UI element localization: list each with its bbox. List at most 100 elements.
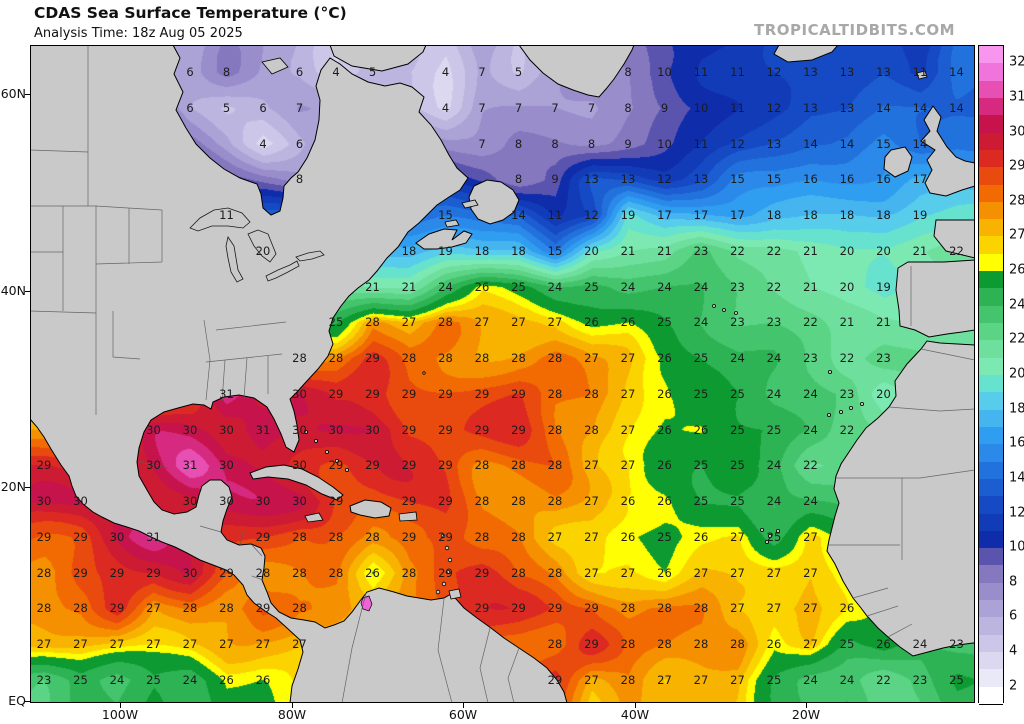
sst-value-label: 28 [547,458,563,473]
sst-value-label: 25 [693,458,709,473]
africa-land [826,340,975,657]
sst-value-label: 8 [514,172,523,187]
anticosti-island [461,199,479,209]
sst-value-label: 28 [474,529,490,544]
sst-value-label: 26 [693,529,709,544]
colorbar-tick-label: 22 [1009,331,1024,347]
sst-value-label: 18 [803,208,818,222]
sst-value-label: 7 [478,136,486,151]
sst-value-label: 11 [693,136,709,151]
sst-value-label: 27 [803,637,818,651]
sst-value-label: 21 [912,243,928,258]
sst-value-label: 29 [438,494,453,508]
sst-value-label: 23 [36,672,52,687]
sst-value-label: 29 [401,494,417,508]
sst-value-label: 29 [36,529,52,544]
lat-tick-label: 20N [0,479,26,494]
colorbar-tick-label: 32 [1009,54,1024,70]
sst-value-label: 29 [255,529,271,544]
colorbar-tick-label: 16 [1009,435,1024,451]
sst-value-label: 29 [584,637,599,651]
sst-value-label: 28 [584,386,599,401]
sst-value-label: 14 [912,136,928,151]
lat-tick-label: 60N [0,86,26,101]
sst-value-label: 8 [514,136,523,151]
sst-value-label: 31 [146,529,161,544]
lon-tick [292,703,293,708]
sst-value-label: 22 [839,351,855,365]
sst-value-label: 15 [730,172,745,187]
lon-tick-label: 60W [448,707,478,722]
sst-value-label: 27 [657,672,672,687]
sst-value-label: 17 [693,208,709,222]
sst-value-label: 26 [620,529,636,544]
sst-value-label: 23 [693,243,709,258]
france [933,219,975,259]
sst-value-label: 27 [547,529,563,544]
sst-value-label: 30 [73,494,88,508]
sst-value-label: 13 [803,100,818,115]
sst-value-label: 26 [474,279,490,294]
sst-value-label: 15 [766,172,782,187]
sst-value-label: 28 [693,637,709,651]
sst-value-label: 27 [766,565,782,580]
sst-value-label: 20 [839,279,855,294]
colorbar-cell [979,392,1003,411]
sst-value-label: 9 [660,100,669,115]
colorbar-tick-label: 18 [1009,401,1024,417]
sst-value-label: 4 [332,65,340,79]
sst-value-label: 5 [368,65,377,79]
sst-value-label: 30 [182,565,198,580]
sst-value-label: 27 [584,672,599,687]
colorbar-tick-label: 4 [1009,643,1018,659]
sst-value-label: 30 [146,458,161,473]
sst-value-label: 28 [36,601,52,616]
colorbar-cell [979,253,1003,273]
sst-value-label: 30 [328,422,344,437]
colorbar-tick-label: 6 [1009,608,1018,624]
watermark: TROPICALTIDBITS.COM [754,21,955,39]
lake-maracaibo [360,595,373,612]
sst-value-label: 30 [109,529,125,544]
sst-value-label: 28 [365,315,380,330]
sst-value-label: 30 [365,422,380,437]
colorbar-cell [979,686,1003,705]
sst-value-label: 29 [438,386,453,401]
colorbar-cell [979,548,1003,567]
sst-value-label: 29 [36,458,52,473]
sst-value-label: 22 [766,243,782,258]
sst-value-label: 7 [295,100,304,115]
sst-value-label: 29 [438,458,453,473]
sst-value-label: 27 [73,637,88,651]
sst-value-label: 20 [839,243,855,258]
nova-scotia [415,228,473,250]
page-title: CDAS Sea Surface Temperature (°C) [34,4,347,22]
sst-value-label: 28 [547,565,563,580]
sst-value-label: 24 [766,458,782,473]
sst-value-label: 28 [474,458,490,473]
sst-value-label: 22 [803,458,818,473]
sst-value-label: 29 [584,601,599,616]
colorbar-cell [979,357,1003,376]
sst-value-label: 28 [620,672,636,687]
sst-value-label: 22 [839,422,855,437]
sst-value-label: 27 [620,458,636,473]
political-borders [30,45,975,703]
sst-value-label: 21 [803,243,818,258]
sst-value-label: 25 [839,637,855,651]
sst-value-label: 28 [255,565,271,580]
sst-value-label: 5 [514,65,523,79]
sst-value-label: 31 [219,386,234,401]
sst-value-label: 26 [584,315,599,330]
lon-tick-label: 40W [620,707,650,722]
sst-value-label: 27 [109,637,125,651]
sst-value-label: 29 [73,565,88,580]
sst-value-label: 6 [186,100,194,115]
colorbar-cell [979,97,1003,117]
sst-value-label: 6 [295,65,304,79]
sst-value-label: 17 [657,208,672,222]
sst-value-label: 14 [949,65,964,79]
colorbar-tick-label: 28 [1009,193,1024,209]
sst-value-label: 13 [839,100,855,115]
